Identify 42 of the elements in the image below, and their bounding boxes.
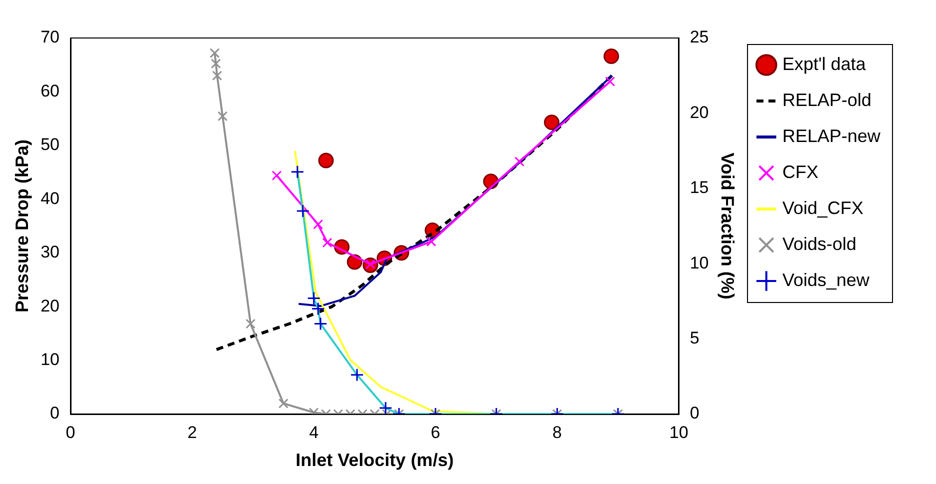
legend-label: CFX [782,162,818,182]
legend-label: Expt'l data [782,54,867,74]
legend-label: Voids_new [782,270,870,290]
y2-tick-label: 5 [690,328,700,348]
point [318,152,334,168]
point [426,236,436,247]
point [313,219,324,230]
point [272,170,282,180]
y-tick-label: 0 [50,404,60,423]
point [212,70,222,81]
y2-tick-label: 20 [690,102,709,122]
y2-axis-title: Void Fraction (%) [718,152,738,300]
y2-tick-label: 0 [690,404,700,423]
legend-label: RELAP-new [782,126,882,146]
y-tick-label: 10 [40,350,60,369]
legend-label: Voids-old [782,234,856,254]
y-tick-label: 20 [40,296,60,316]
y2-tick-label: 10 [690,253,709,272]
legend-label: Void_CFX [782,198,864,218]
x-tick-label: 4 [309,422,319,442]
y-tick-label: 70 [40,28,60,47]
x-axis-title: Inlet Velocity (m/s) [296,450,454,470]
y-axis-title: Pressure Drop (kPa) [12,139,32,313]
x-tick-label: 6 [430,422,440,442]
point [604,48,620,64]
x-tick-label: 8 [552,422,562,442]
point [544,114,560,130]
y-tick-label: 60 [40,81,60,100]
point [218,111,228,122]
y-tick-label: 30 [40,242,60,262]
y-tick-label: 50 [40,135,60,154]
x-tick-label: 0 [66,422,76,442]
y-tick-label: 40 [40,188,60,208]
y2-tick-label: 25 [690,28,709,47]
point [322,238,332,248]
x-tick-label: 2 [187,422,197,442]
point [605,76,616,86]
line-series [215,74,614,352]
point [514,156,524,167]
legend-label: RELAP-old [782,90,872,110]
y2-tick-label: 15 [690,178,709,198]
x-tick-label: 10 [669,422,688,442]
